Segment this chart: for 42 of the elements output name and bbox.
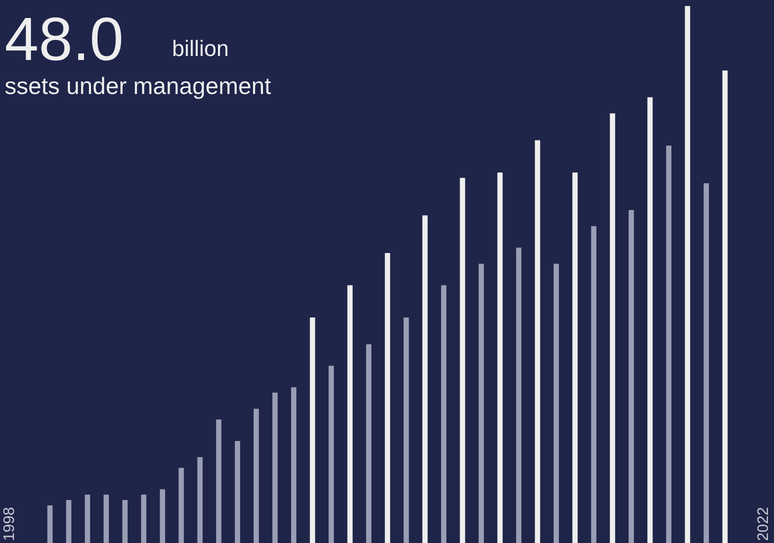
bar — [122, 500, 128, 543]
bar — [310, 317, 316, 543]
bar — [628, 210, 634, 543]
bar — [216, 419, 222, 543]
bar — [272, 392, 278, 543]
bar — [647, 97, 653, 543]
bar — [704, 183, 709, 543]
bar — [366, 344, 372, 543]
bar — [422, 215, 428, 543]
bar — [328, 366, 334, 543]
annotation: billion — [173, 40, 228, 56]
bar — [610, 113, 616, 543]
bar — [572, 172, 578, 543]
text: 2022 — [757, 508, 768, 540]
bar — [684, 6, 690, 543]
bar — [534, 140, 540, 543]
bar — [141, 494, 146, 543]
bar — [84, 494, 90, 543]
bar — [66, 500, 72, 543]
bar — [478, 264, 484, 543]
bar — [234, 440, 240, 543]
bar — [104, 494, 109, 543]
bar — [460, 178, 466, 543]
bar — [441, 285, 446, 543]
bar — [347, 285, 353, 543]
bar — [254, 408, 259, 543]
bar — [178, 468, 184, 543]
bar — [47, 505, 53, 543]
bar — [197, 457, 203, 543]
text: 1998 — [3, 508, 14, 540]
chart-title: 48.0 — [6, 17, 122, 61]
bar — [404, 317, 409, 543]
annotation: ssets under management — [5, 76, 271, 99]
bar — [591, 226, 596, 543]
bar — [722, 70, 728, 543]
bar — [497, 172, 503, 543]
bar — [554, 264, 559, 543]
bar — [516, 248, 522, 543]
bar — [666, 146, 672, 543]
bar — [384, 253, 390, 543]
bar — [291, 387, 296, 543]
bar — [160, 489, 166, 543]
